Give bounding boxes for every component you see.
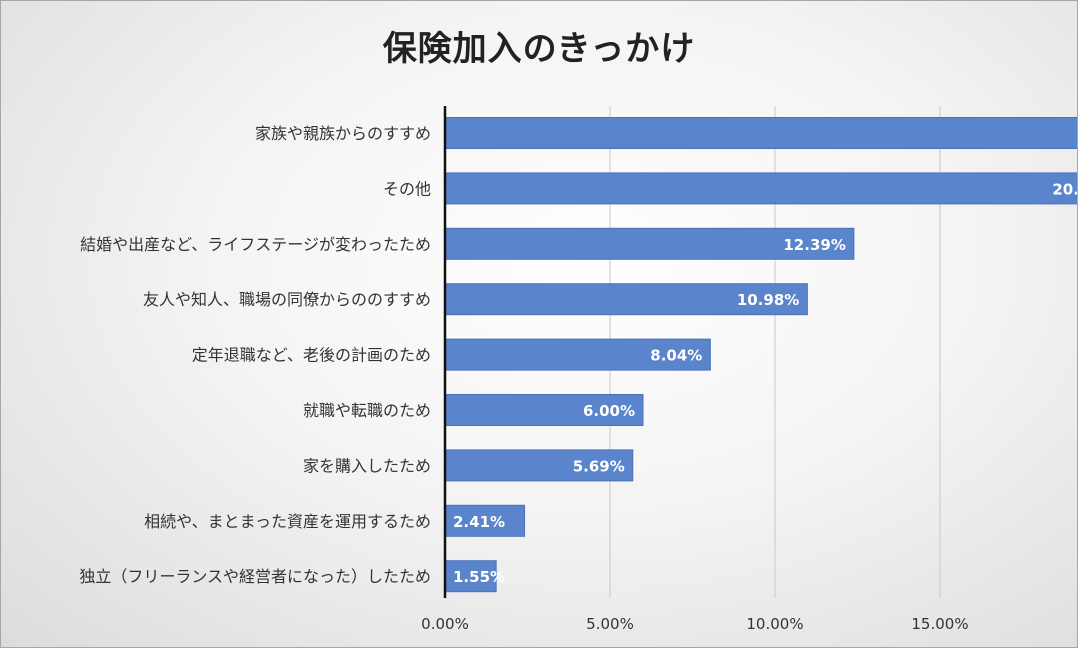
bar	[444, 227, 855, 260]
x-tick-label: 10.00%	[746, 615, 803, 633]
data-label: 6.00%	[583, 402, 635, 420]
category-label: 相続や、まとまった資産を運用するため	[144, 512, 431, 531]
bar	[444, 449, 634, 482]
category-label: 独立（フリーランスや経営者になった）したため	[79, 567, 431, 586]
category-label: 就職や転職のため	[303, 401, 431, 420]
data-label: 20.54%	[1052, 180, 1077, 198]
data-label: 10.98%	[737, 291, 799, 309]
x-tick-label: 0.00%	[421, 615, 469, 633]
bar	[444, 172, 1077, 205]
bar	[444, 117, 1077, 149]
bars: 28.62%20.54%12.39%10.98%8.04%6.00%5.69%2…	[444, 117, 1077, 593]
bar	[444, 560, 497, 593]
category-label: その他	[383, 179, 431, 198]
data-label: 1.55%	[453, 568, 505, 586]
category-label: 家を購入したため	[303, 456, 431, 475]
bar	[444, 338, 711, 371]
x-tick-label: 15.00%	[911, 615, 968, 633]
data-label: 2.41%	[453, 513, 505, 531]
data-label: 5.69%	[573, 457, 625, 475]
bar	[444, 394, 644, 426]
x-tick-label: 5.00%	[586, 615, 634, 633]
category-label: 定年退職など、老後の計画のため	[192, 346, 431, 365]
bar	[444, 504, 526, 537]
data-label: 12.39%	[783, 236, 845, 254]
category-labels: 家族や親族からのすすめその他結婚や出産など、ライフステージが変わったため友人や知…	[79, 124, 431, 586]
category-label: 結婚や出産など、ライフステージが変わったため	[80, 235, 431, 254]
x-tick-labels: 0.00%5.00%10.00%15.00%20.00%25.00%30.00%…	[421, 615, 1077, 633]
category-label: 家族や親族からのすすめ	[255, 124, 431, 143]
category-label: 友人や知人、職場の同僚からののすすめ	[143, 290, 431, 309]
chart-title: 保険加入のきっかけ	[382, 29, 696, 69]
x-tick-label: 20.00%	[1076, 615, 1077, 633]
data-label: 8.04%	[650, 347, 702, 365]
